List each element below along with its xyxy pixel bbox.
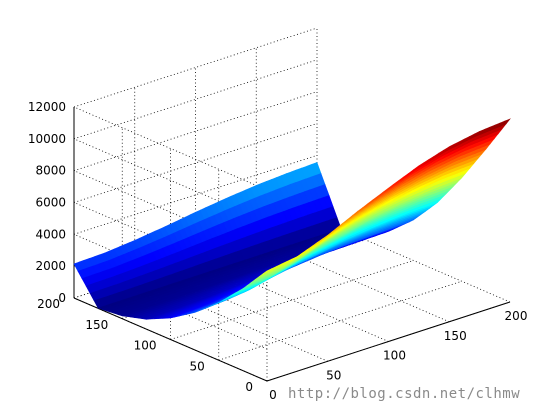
x-tick-label: 200 [505,309,528,323]
x-tick-label: 150 [444,329,467,343]
y-tick-label: 0 [245,380,253,394]
z-tick-label: 0 [58,291,66,305]
surface-patch [499,118,511,127]
grid-line-y [170,260,414,340]
x-axis-line [266,301,511,382]
grid-line-z [73,91,318,172]
axis-ticks: 0200040006000800010000120000501001502000… [28,100,528,402]
z-tick-label: 2000 [35,259,66,273]
z-tick-label: 4000 [35,227,66,241]
grid-line-z [73,59,318,140]
y-tick-label: 200 [37,297,60,311]
y-tick-label: 50 [189,359,204,373]
z-tick-label: 8000 [35,164,66,178]
z-tick-label: 12000 [28,100,66,114]
grid-line-z [73,123,318,203]
x-tick-label: 50 [326,368,341,382]
grid-line-z [73,154,318,235]
grid-line-y [218,280,462,361]
y-axis-line [73,297,268,382]
z-tick-label: 10000 [28,132,66,146]
y-tick-label: 100 [134,339,157,353]
x-tick-label: 0 [269,388,277,402]
surface-plot [73,118,511,320]
y-tick-label: 150 [85,318,108,332]
z-tick-label: 6000 [35,196,66,210]
grid-line-z [73,106,268,191]
grid-line-z [73,27,318,108]
watermark-text: http://blog.csdn.net/clhmw [288,386,521,402]
x-tick-label: 100 [383,349,406,363]
